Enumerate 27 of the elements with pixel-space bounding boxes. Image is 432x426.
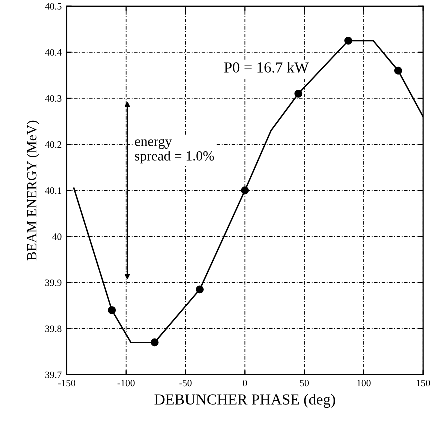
annotation: energy spread = 1.0% <box>135 139 214 164</box>
y-tick-label: 40.4 <box>45 49 62 56</box>
point <box>196 286 204 294</box>
x-tick-label: -50 <box>180 380 192 387</box>
y-tick-label: 40 <box>52 234 62 240</box>
point <box>150 338 159 347</box>
point <box>108 306 116 314</box>
y-tick-label: 40.3 <box>45 95 62 102</box>
y-tick-label: 39.7 <box>46 372 62 378</box>
x-tick-label: -150 <box>58 380 76 387</box>
y-tick-label: 39.9 <box>46 280 62 286</box>
y-tick-label: 39.8 <box>46 326 62 332</box>
x-tick-label: 100 <box>358 380 371 387</box>
y-tick-label: 40.1 <box>45 188 62 194</box>
x-tick-label: 50 <box>300 380 310 387</box>
point <box>394 66 402 75</box>
x-tick-label: 0 <box>243 380 248 387</box>
y-tick-label: 40.2 <box>45 141 62 148</box>
x-tick-label: -100 <box>118 380 135 387</box>
y-tick-label: 40.5 <box>45 3 62 10</box>
annotation: P0 = 16.7 kW <box>224 62 310 73</box>
y-axis-title: BEAM ENERGY (MeV) <box>26 120 40 261</box>
point <box>294 90 303 98</box>
x-tick-label: 150 <box>416 380 430 387</box>
point <box>344 36 352 45</box>
x-axis-title: DEBUNCHER PHASE (deg) <box>154 394 336 408</box>
point <box>241 186 250 195</box>
